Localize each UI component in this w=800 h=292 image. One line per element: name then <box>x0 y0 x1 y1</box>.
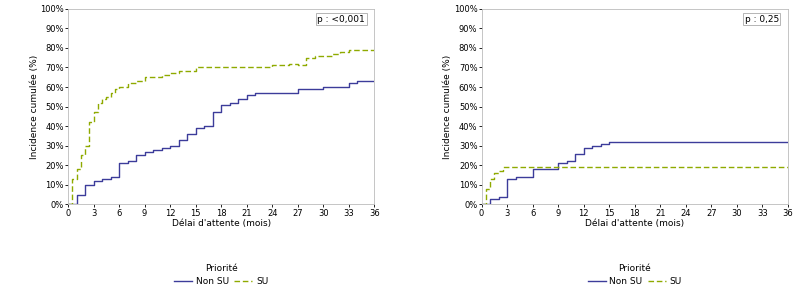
Legend: Non SU, SU: Non SU, SU <box>174 264 268 286</box>
X-axis label: Délai d'attente (mois): Délai d'attente (mois) <box>172 219 270 228</box>
Y-axis label: Incidence cumulée (%): Incidence cumulée (%) <box>30 54 38 159</box>
Legend: Non SU, SU: Non SU, SU <box>588 264 682 286</box>
X-axis label: Délai d'attente (mois): Délai d'attente (mois) <box>586 219 684 228</box>
Text: p : 0,25: p : 0,25 <box>745 15 779 24</box>
Text: p : <0,001: p : <0,001 <box>318 15 365 24</box>
Y-axis label: Incidence cumulée (%): Incidence cumulée (%) <box>443 54 452 159</box>
